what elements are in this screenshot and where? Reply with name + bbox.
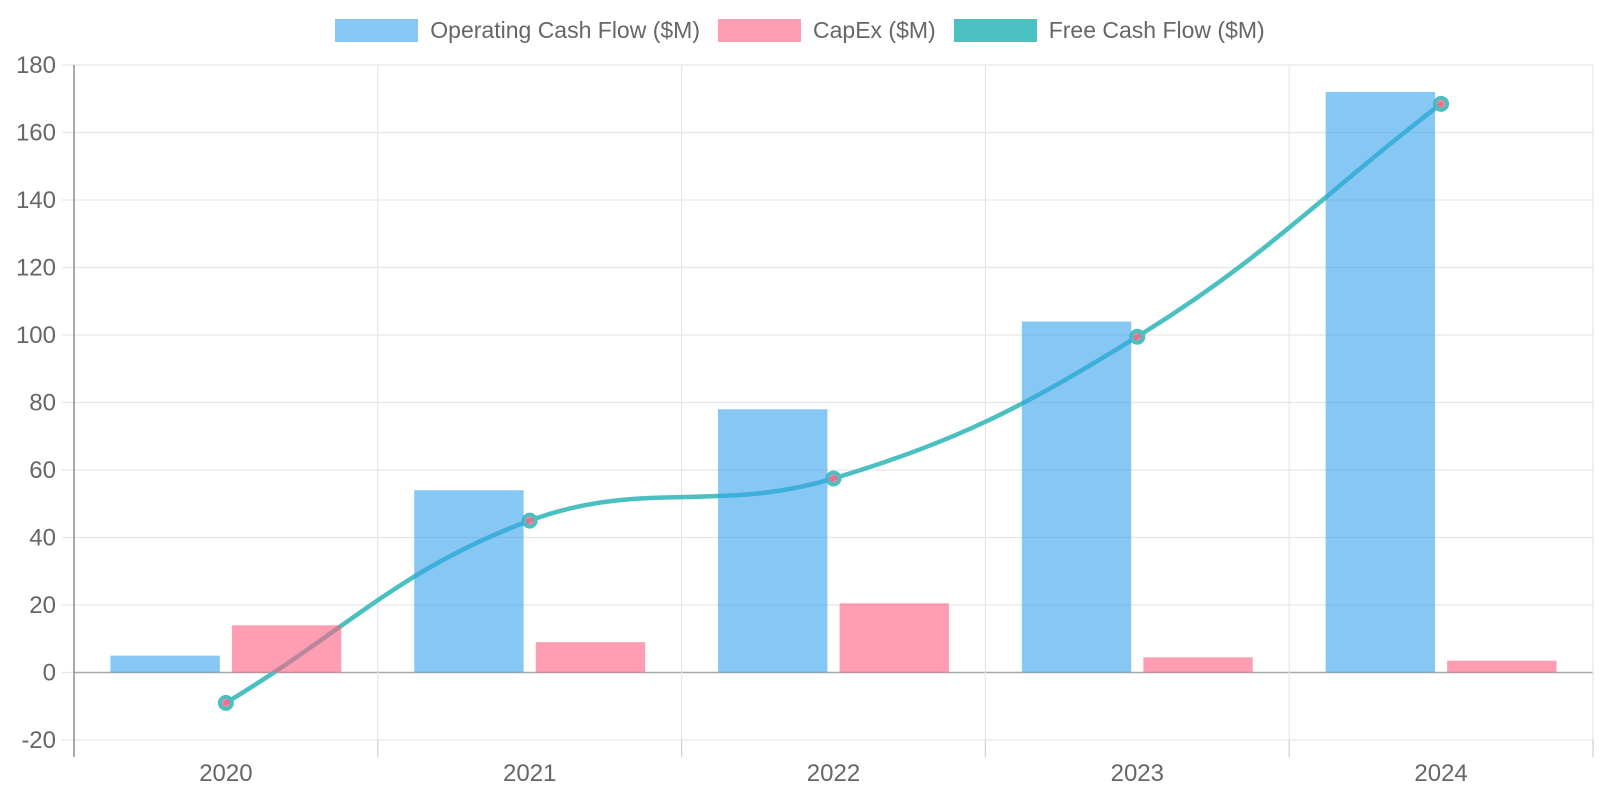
- legend-swatch-icon: [953, 19, 1037, 42]
- y-tick-label: 40: [29, 525, 56, 552]
- y-tick-label: 20: [29, 592, 56, 619]
- capex-bar: [839, 603, 949, 673]
- legend-swatch-icon: [718, 19, 801, 42]
- y-tick-label: 60: [29, 457, 56, 484]
- legend-label: Free Cash Flow ($M): [1048, 17, 1265, 43]
- capex-bar: [535, 642, 646, 673]
- free-cash-flow-point: [217, 694, 234, 711]
- y-tick-label: 0: [43, 660, 56, 687]
- legend-swatch-icon: [335, 19, 419, 42]
- operating-cash-flow-bar: [718, 409, 828, 673]
- y-tick-label: 180: [16, 52, 56, 79]
- y-tick-label: 160: [16, 120, 56, 147]
- operating-cash-flow-bar: [414, 490, 524, 673]
- x-tick-label: 2023: [1111, 760, 1164, 787]
- operating-cash-flow-bar: [1325, 92, 1436, 673]
- free-cash-flow-point: [825, 470, 842, 487]
- free-cash-flow-point: [1433, 95, 1450, 112]
- free-cash-flow-point: [521, 512, 538, 529]
- y-tick-label: 140: [16, 187, 56, 214]
- capex-bar: [1447, 660, 1557, 673]
- legend-item-2[interactable]: CapEx ($M): [718, 17, 936, 44]
- x-tick-label: 2021: [503, 760, 556, 787]
- x-tick-label: 2020: [199, 760, 252, 787]
- y-tick-label: 100: [16, 322, 56, 349]
- chart-legend: Operating Cash Flow ($M) CapEx ($M) Free C…: [0, 17, 1600, 44]
- y-tick-label: 80: [29, 390, 56, 417]
- legend-label: CapEx ($M): [813, 17, 936, 43]
- free-cash-flow-point: [1129, 328, 1146, 345]
- free-cash-flow-line: [223, 101, 1444, 706]
- y-tick-label: 120: [16, 255, 56, 282]
- capex-bar: [1143, 657, 1253, 673]
- x-tick-label: 2024: [1414, 760, 1467, 787]
- operating-cash-flow-bar: [1021, 321, 1132, 673]
- operating-cash-flow-bar: [110, 655, 220, 673]
- y-tick-label: -20: [21, 727, 56, 754]
- capex-bar: [231, 625, 342, 673]
- legend-item-1[interactable]: Operating Cash Flow ($M): [335, 17, 700, 44]
- legend-label: Operating Cash Flow ($M): [430, 17, 700, 43]
- x-tick-label: 2022: [807, 760, 860, 787]
- legend-item-3[interactable]: Free Cash Flow ($M): [953, 17, 1265, 44]
